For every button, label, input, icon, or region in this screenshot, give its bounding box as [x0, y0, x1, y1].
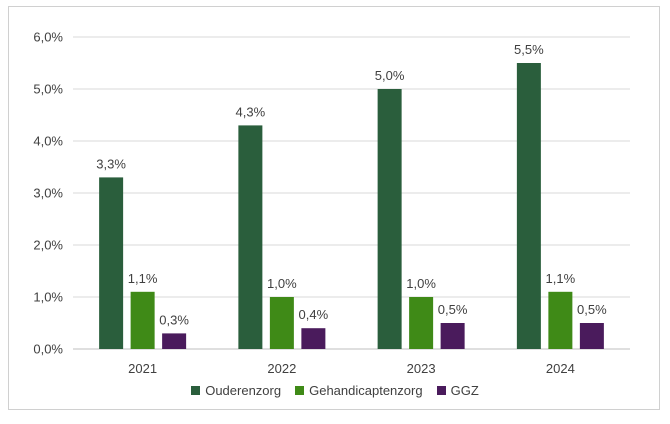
legend-item: GGZ: [436, 382, 479, 398]
legend-swatch: [295, 385, 305, 395]
data-label: 4,3%: [236, 104, 266, 119]
bar-ouderenzorg-2021: [99, 177, 124, 349]
y-tick-label: 5,0%: [33, 82, 63, 97]
data-label: 3,3%: [96, 156, 126, 171]
data-label: 1,1%: [128, 271, 158, 286]
data-label: 5,0%: [375, 68, 405, 83]
y-tick-label: 3,0%: [33, 186, 63, 201]
bar-gehandicaptenzorg-2022: [269, 297, 294, 349]
y-tick-label: 6,0%: [33, 30, 63, 45]
data-label: 5,5%: [514, 42, 544, 57]
data-label: 0,4%: [299, 307, 329, 322]
x-tick-label: 2022: [267, 361, 296, 376]
bar-ggz-2021: [162, 333, 187, 349]
legend-item: Gehandicaptenzorg: [295, 382, 423, 398]
data-label: 1,0%: [406, 276, 436, 291]
data-label: 0,5%: [438, 302, 468, 317]
bar-ggz-2023: [440, 323, 465, 349]
bar-gehandicaptenzorg-2023: [409, 297, 434, 349]
data-label: 1,0%: [267, 276, 297, 291]
legend-label: GGZ: [450, 382, 479, 398]
chart-legend: Ouderenzorg Gehandicaptenzorg GGZ: [0, 381, 670, 399]
x-tick-label: 2021: [128, 361, 157, 376]
y-tick-label: 1,0%: [33, 290, 63, 305]
data-label: 1,1%: [546, 271, 576, 286]
bar-ouderenzorg-2023: [377, 89, 402, 349]
x-tick-label: 2023: [407, 361, 436, 376]
legend-label: Gehandicaptenzorg: [309, 382, 423, 398]
bar-ouderenzorg-2022: [238, 125, 263, 350]
x-tick-label: 2024: [546, 361, 575, 376]
bar-ouderenzorg-2024: [516, 63, 541, 349]
data-label: 0,3%: [159, 312, 189, 327]
legend-label: Ouderenzorg: [205, 382, 282, 398]
y-tick-label: 4,0%: [33, 134, 63, 149]
data-label: 0,5%: [577, 302, 607, 317]
y-tick-label: 2,0%: [33, 238, 63, 253]
bar-ggz-2022: [301, 328, 326, 349]
bar-ggz-2024: [579, 323, 604, 349]
legend-swatch: [436, 385, 446, 395]
y-tick-label: 0,0%: [33, 342, 63, 357]
legend-swatch: [191, 385, 201, 395]
bar-gehandicaptenzorg-2024: [548, 291, 573, 349]
legend-item: Ouderenzorg: [191, 383, 281, 398]
bar-gehandicaptenzorg-2021: [130, 291, 155, 349]
